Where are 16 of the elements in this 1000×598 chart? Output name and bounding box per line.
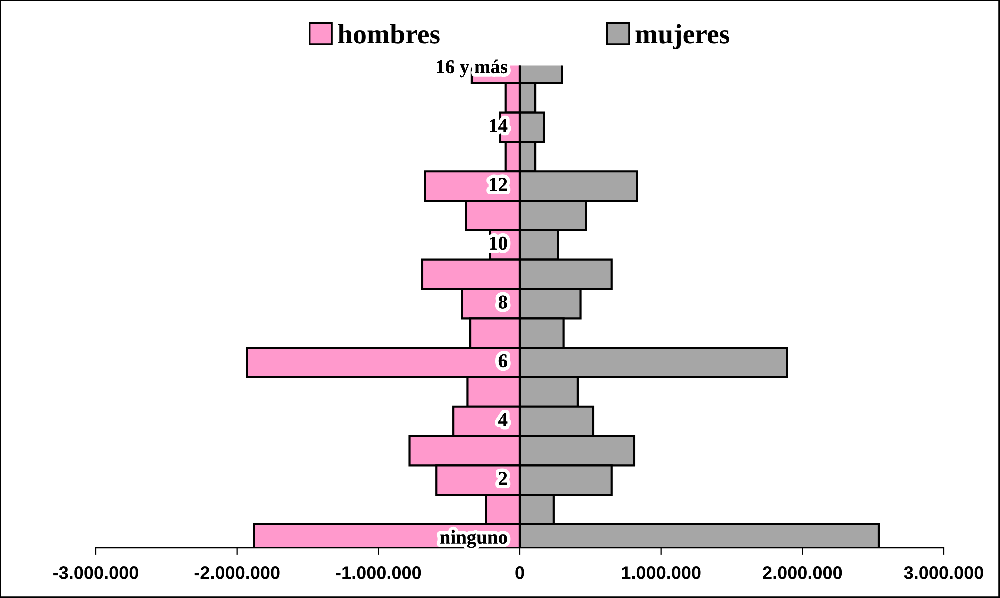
- x-tick-label: 0: [516, 566, 524, 580]
- x-tick-label: 2.000.000: [763, 566, 842, 580]
- x-tick-label: 1.000.000: [622, 566, 701, 580]
- x-tick-label: -3.000.000: [54, 566, 138, 580]
- legend-label: hombres: [338, 24, 440, 44]
- y-tick-label: 2: [499, 472, 508, 486]
- x-tick-label: 3.000.000: [904, 566, 984, 580]
- x-tick-label: -1.000.000: [336, 566, 422, 580]
- y-tick-label: 8: [498, 296, 508, 309]
- y-tick-label: 12: [490, 178, 508, 192]
- y-tick-label: ninguno: [440, 530, 508, 548]
- x-tick-label: -2.000.000: [194, 566, 280, 580]
- y-tick-label: 16 y más: [437, 60, 508, 78]
- legend-label: mujeres: [636, 24, 730, 50]
- y-tick-label: 6: [498, 354, 508, 368]
- y-tick-label: 4: [498, 413, 508, 426]
